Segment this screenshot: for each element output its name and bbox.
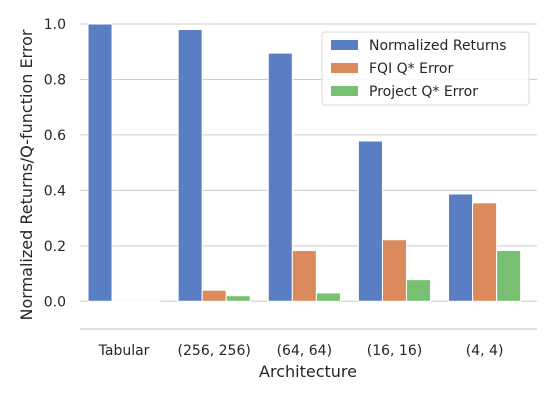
- x-tick-label: (16, 16): [367, 343, 422, 359]
- bar-normalized-returns-1: [177, 29, 203, 302]
- y-tick-labels: 0.0 0.2 0.4 0.6 0.8 1.0: [44, 17, 66, 310]
- y-tick-label: 0.8: [44, 72, 66, 88]
- legend-label: Normalized Returns: [369, 38, 507, 54]
- x-axis-label: Architecture: [259, 362, 357, 381]
- bar-normalized-returns-4: [448, 193, 474, 302]
- bar-project-q-error-4: [496, 250, 522, 302]
- legend-items: Normalized Returns FQI Q* Error Project Q*…: [331, 38, 507, 100]
- y-tick-label: 0.0: [44, 294, 66, 310]
- y-axis-label: Normalized Returns/Q-function Error: [17, 29, 36, 320]
- legend-label: FQI Q* Error: [369, 61, 453, 77]
- x-tick-label: (4, 4): [466, 343, 504, 359]
- bar-fqi-q-error-0: [111, 300, 137, 303]
- bars: [87, 23, 522, 303]
- legend-swatch: [331, 86, 358, 96]
- legend-swatch: [331, 63, 358, 73]
- y-tick-label: 0.6: [44, 128, 66, 144]
- bar-fqi-q-error-3: [381, 239, 407, 302]
- bar-fqi-q-error-1: [201, 289, 227, 302]
- legend: Normalized Returns FQI Q* Error Project Q*…: [321, 31, 530, 106]
- bar-project-q-error-2: [315, 292, 341, 302]
- legend-frame: [321, 31, 530, 106]
- bar-normalized-returns-2: [267, 52, 293, 302]
- x-tick-label: Tabular: [98, 343, 150, 359]
- bar-fqi-q-error-4: [472, 202, 498, 302]
- y-tick-label: 0.4: [44, 183, 66, 199]
- y-tick-label: 1.0: [44, 17, 66, 33]
- x-tick-label: (64, 64): [277, 343, 332, 359]
- bar-fqi-q-error-2: [291, 250, 317, 302]
- bar-normalized-returns-0: [87, 23, 113, 302]
- legend-swatch: [331, 40, 358, 50]
- bar-project-q-error-3: [405, 279, 432, 302]
- y-tick-label: 0.2: [44, 239, 66, 255]
- bar-project-q-error-1: [225, 295, 251, 302]
- x-tick-labels: Tabular (256, 256) (64, 64) (16, 16) (4, 4): [98, 343, 504, 359]
- legend-label: Project Q* Error: [369, 84, 478, 100]
- bar-project-q-error-0: [135, 300, 161, 303]
- x-tick-label: (256, 256): [178, 343, 251, 359]
- bar-normalized-returns-3: [357, 140, 383, 302]
